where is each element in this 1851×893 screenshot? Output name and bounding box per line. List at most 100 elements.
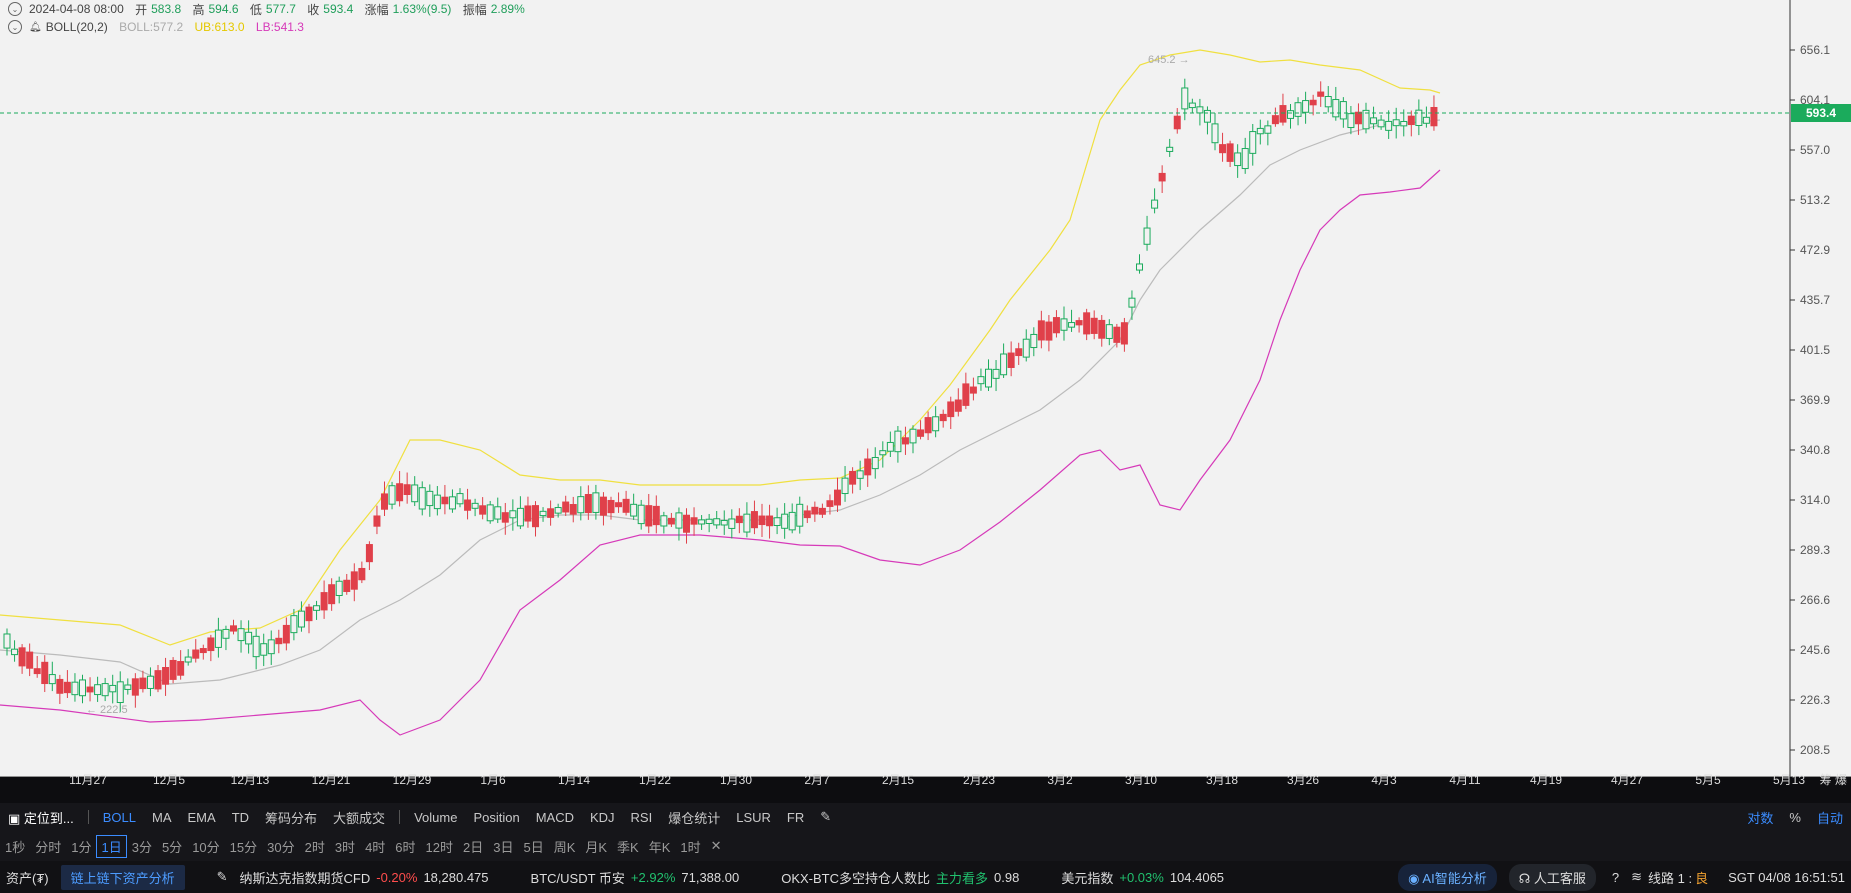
interval-quarter[interactable]: 季K (617, 839, 639, 855)
interval-30m[interactable]: 30分 (267, 839, 295, 855)
candle-body (562, 501, 570, 513)
bell-icon[interactable]: 🔔︎ (29, 21, 42, 33)
x-tick-label: 12月21 (311, 773, 351, 787)
interval-timeline[interactable]: 分时 (35, 839, 62, 855)
candle-body (1045, 321, 1053, 341)
indicator-boll[interactable]: BOLL (102, 809, 137, 825)
x-tick-label: 5月13 (1772, 773, 1806, 787)
locate-button[interactable]: ▣ 定位到... (8, 810, 74, 826)
help-icon[interactable]: ? (1611, 869, 1620, 885)
candle-body (962, 383, 970, 406)
candle-body (728, 518, 736, 529)
candle-body (260, 643, 268, 656)
interval-1s[interactable]: 1秒 (5, 839, 26, 855)
interval-1h[interactable]: 1时 (680, 839, 701, 855)
candle-body (1309, 99, 1317, 106)
candle-body (373, 515, 381, 527)
line-label[interactable]: 线路 1 : (1648, 870, 1693, 886)
interval-10m[interactable]: 10分 (192, 839, 220, 855)
candle-body (1196, 106, 1204, 114)
candle-body (471, 502, 479, 509)
interval-3d[interactable]: 3日 (493, 839, 514, 855)
ai-analysis-button[interactable]: ◉ AI智能分析 (1398, 863, 1497, 891)
chart-canvas[interactable]: 656.1 604.1 557.0 513.2 472.9 435.7 401.5 369.9… (0, 0, 1851, 777)
candle-body (1143, 227, 1151, 245)
indicator-ma[interactable]: MA (152, 809, 172, 825)
nasdaq-name[interactable]: 纳斯达克指数期货CFD (239, 870, 371, 886)
price-chart[interactable]: 656.1 604.1 557.0 513.2 472.9 435.7 401.5 369.9… (0, 0, 1851, 777)
candle-body (441, 496, 449, 505)
candle-body (698, 519, 706, 525)
axis-corner-label[interactable]: 筹 爆 (1819, 773, 1847, 787)
interval-3h[interactable]: 3时 (334, 839, 356, 855)
interval-6h[interactable]: 6时 (395, 839, 416, 855)
sub-fr[interactable]: FR (786, 809, 805, 825)
indicator-ema[interactable]: EMA (187, 809, 216, 825)
indicator-chips[interactable]: 筹码分布 (265, 810, 318, 826)
close-icon[interactable]: ✕ (710, 838, 722, 853)
candle-body (1271, 115, 1279, 125)
sub-macd[interactable]: MACD (535, 809, 574, 825)
candle-body (192, 649, 200, 659)
auto-toggle[interactable]: 自动 (1816, 810, 1843, 826)
candle-body (660, 515, 668, 527)
interval-5d[interactable]: 5日 (523, 839, 544, 855)
candle-body (1392, 119, 1400, 127)
candle-body (1151, 199, 1159, 209)
candle-body (1158, 172, 1166, 182)
interval-2d[interactable]: 2日 (463, 839, 484, 855)
low-annotation: ← 222.5 (86, 704, 128, 716)
candle-body (622, 498, 630, 513)
sub-rsi[interactable]: RSI (630, 809, 653, 825)
collapse-icon[interactable]: ⌄ (8, 20, 22, 34)
interval-1d[interactable]: 1日 (96, 834, 127, 858)
nasdaq-change: -0.20% (376, 869, 418, 885)
candle-body (743, 513, 751, 533)
customer-service-button[interactable]: ☊ 人工客服 (1508, 863, 1596, 891)
candle-body (433, 494, 441, 510)
collapse-icon[interactable]: ⌄ (8, 2, 22, 16)
interval-2h[interactable]: 2时 (304, 839, 325, 855)
candle-body (1037, 320, 1045, 341)
usd-index-name[interactable]: 美元指数 (1061, 870, 1114, 886)
interval-year[interactable]: 年K (648, 839, 671, 855)
btc-name[interactable]: BTC/USDT 币安 (530, 870, 625, 886)
interval-12h[interactable]: 12时 (425, 839, 453, 855)
candle-body (252, 635, 260, 658)
interval-5m[interactable]: 5分 (161, 839, 183, 855)
candle-body (630, 503, 638, 517)
indicator-large-trades[interactable]: 大额成交 (333, 810, 386, 826)
open-value: 583.8 (151, 2, 182, 16)
candle-body (297, 610, 305, 628)
boll-ub-value: UB:613.0 (194, 20, 245, 34)
candle-body (479, 505, 487, 515)
candle-body (94, 684, 102, 696)
interval-15m[interactable]: 15分 (229, 839, 258, 855)
edit-icon[interactable]: ✎ (820, 809, 832, 824)
candle-body (396, 483, 404, 502)
interval-1m[interactable]: 1分 (71, 839, 92, 855)
x-tick-label: 2月15 (881, 773, 915, 787)
pen-icon[interactable]: ✎ (216, 869, 228, 884)
sub-lsur[interactable]: LSUR (736, 809, 771, 825)
y-tick-label: 314.0 (1800, 493, 1830, 507)
okx-ratio-name[interactable]: OKX-BTC多空持仓人数比 (781, 870, 931, 886)
log-scale-toggle[interactable]: 对数 (1747, 810, 1774, 826)
interval-3m[interactable]: 3分 (131, 839, 152, 855)
interval-month[interactable]: 月K (585, 839, 608, 855)
percent-toggle[interactable]: % (1789, 809, 1801, 825)
assets-label[interactable]: 资产(₮) (6, 870, 49, 886)
boll-label: BOLL(20,2) (45, 20, 108, 34)
indicator-td[interactable]: TD (231, 809, 250, 825)
sub-volume[interactable]: Volume (414, 809, 458, 825)
sub-position[interactable]: Position (473, 809, 520, 825)
candle-body (969, 386, 977, 394)
candle-body (1302, 100, 1310, 113)
sub-liquidation[interactable]: 爆仓统计 (668, 810, 721, 826)
sub-kdj[interactable]: KDJ (589, 809, 615, 825)
chain-analysis-button[interactable]: 链上链下资产分析 (60, 864, 185, 890)
candle-body (33, 668, 41, 675)
candle-body (1128, 297, 1136, 308)
interval-week[interactable]: 周K (553, 839, 576, 855)
interval-4h[interactable]: 4时 (365, 839, 386, 855)
